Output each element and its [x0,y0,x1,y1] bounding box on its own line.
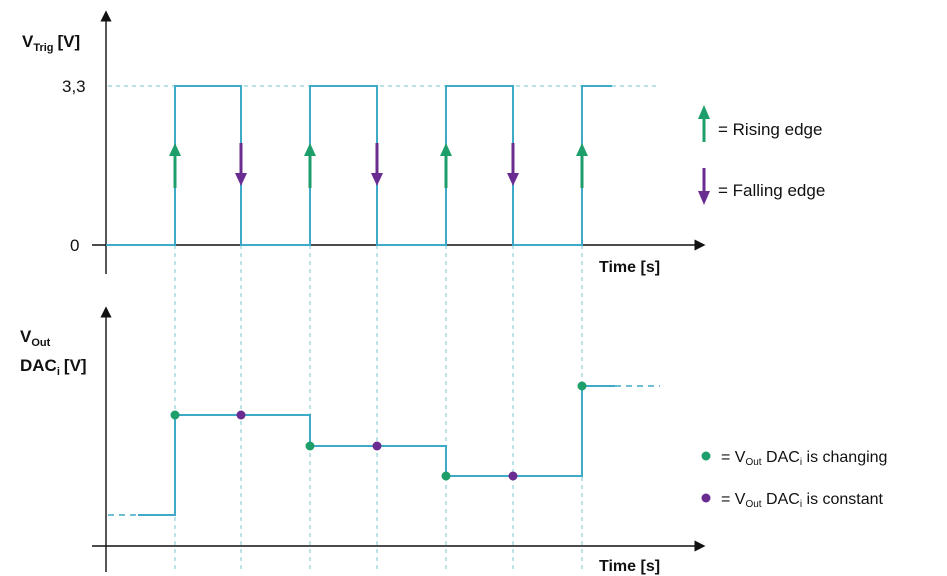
rising-edge-arrow [169,143,181,188]
changing-dot [577,381,587,391]
falling-edge-arrow [235,143,247,186]
falling-edge-arrow [507,143,519,186]
constant-dot [372,441,382,451]
legend-constant: = VOut DACi is constant [701,491,884,510]
dac-y-axis-label-line2: DACi [V] [20,356,87,378]
legend-falling: = Falling edge [698,168,825,205]
legend: = Rising edge = Falling edge = VOut DACi… [698,105,887,510]
legend-rising: = Rising edge [698,105,822,142]
dac-y-axis-label-line1: VOut [20,327,51,349]
changing-dot [441,471,451,481]
legend-rising-label: = Rising edge [718,120,822,139]
trigger-square-wave [106,85,612,246]
constant-dot-icon [701,493,711,503]
trigger-y-axis-label: VTrig [V] [22,32,80,54]
legend-changing-label: = VOut DACi is changing [721,449,887,468]
legend-changing: = VOut DACi is changing [701,449,887,468]
constant-dot [508,471,518,481]
constant-dot [236,410,246,420]
falling-edge-arrow [371,143,383,186]
trigger-x-axis-label: Time [s] [599,259,660,276]
tick-label-high: 3,3 [62,77,86,96]
legend-falling-label: = Falling edge [718,181,825,200]
trigger-plot: VTrig [V] 3,3 0 Time [s] [22,10,706,572]
edge-guide-lines [174,245,583,572]
changing-dot [305,441,315,451]
constant-dots [236,410,518,481]
falling-edge-arrows [235,143,519,186]
rising-edge-arrowhead-icon [698,105,710,119]
changing-dot [170,410,180,420]
dac-x-axis-label: Time [s] [599,558,660,575]
rising-edge-arrow [576,143,588,188]
changing-dot-icon [701,451,711,461]
legend-constant-label: = VOut DACi is constant [721,491,884,510]
dac-output-plot: VOut DACi [V] Time [s] [20,306,706,575]
rising-edge-arrow [304,143,316,188]
rising-edge-arrows [169,143,588,188]
rising-edge-arrow [440,143,452,188]
tick-label-zero: 0 [70,236,79,255]
changing-dots [170,381,587,481]
falling-edge-arrowhead-icon [698,191,710,205]
